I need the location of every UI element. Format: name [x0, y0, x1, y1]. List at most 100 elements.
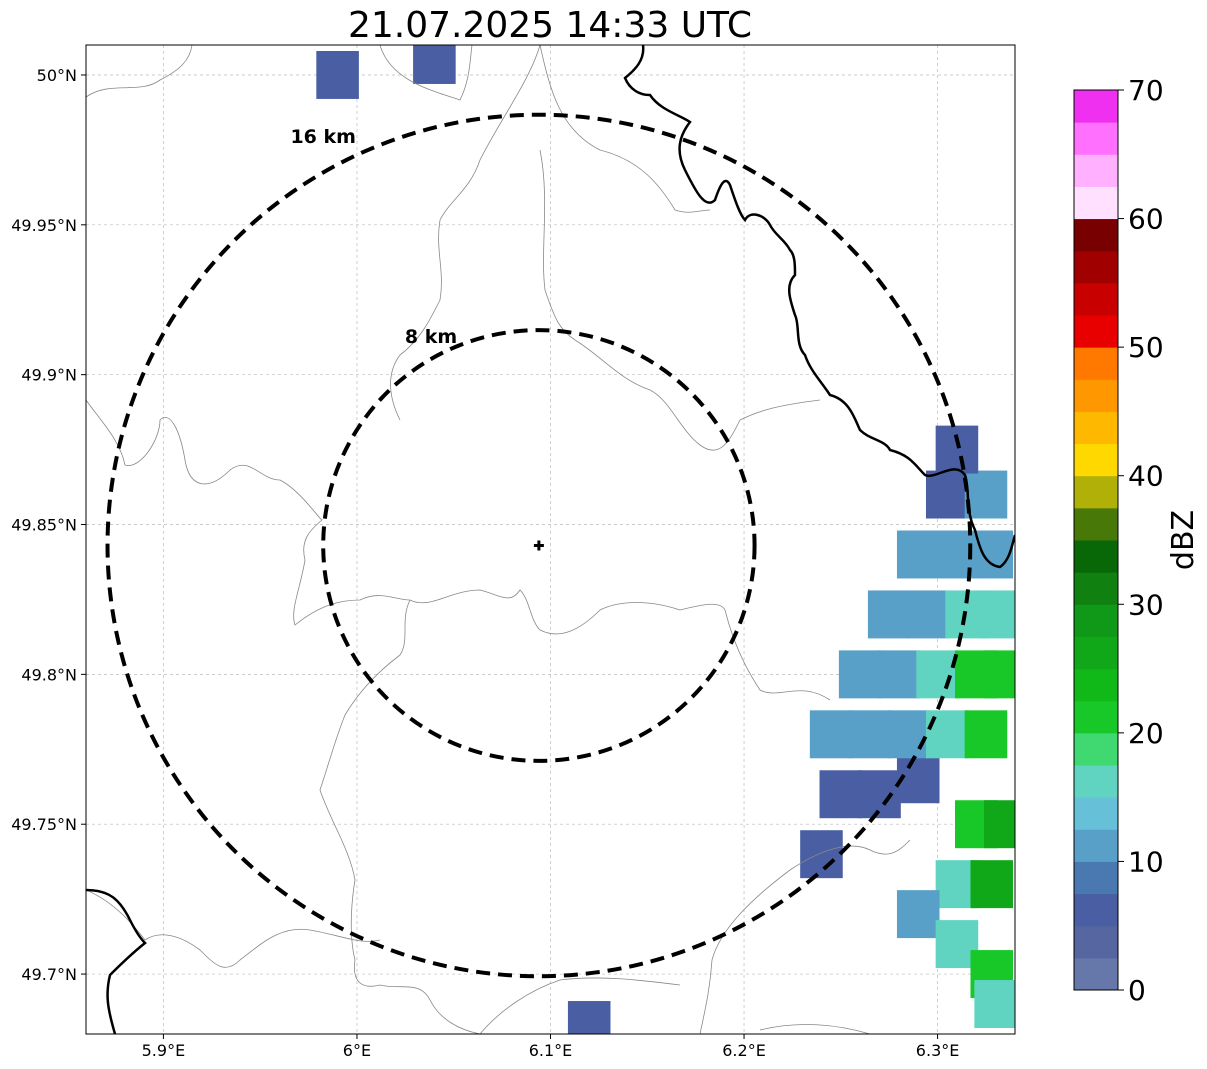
- border-line: [86, 45, 193, 98]
- radar-cell: [906, 590, 950, 639]
- y-tick-label: 49.95°N: [11, 216, 77, 235]
- colorbar: 0 10 20 30 40 50 60 70 dBZ: [1073, 74, 1201, 1007]
- colorbar-tick-label: 10: [1128, 845, 1164, 878]
- radar-cell: [867, 590, 911, 639]
- radar-cell: [316, 50, 359, 99]
- range-ring: [321, 328, 757, 763]
- radar-cell: [413, 45, 456, 84]
- range-ring-label: 8 km: [405, 326, 457, 348]
- y-tick-label: 50°N: [37, 66, 77, 85]
- y-axis-ticks: 50°N 49.95°N 49.9°N 49.85°N 49.8°N 49.75°N 49.…: [11, 66, 86, 984]
- colorbar-swatch: [1074, 315, 1118, 348]
- country-border: [86, 888, 147, 1034]
- colorbar-label: dBZ: [1166, 510, 1201, 570]
- border-line: [539, 45, 711, 213]
- colorbar-swatch: [1074, 957, 1118, 991]
- radar-cell: [838, 650, 882, 699]
- radar-cell: [896, 755, 940, 804]
- colorbar-swatch: [1074, 282, 1118, 316]
- radar-cell: [974, 980, 1015, 1029]
- radar-cell: [858, 770, 901, 819]
- y-tick-label: 49.75°N: [11, 815, 77, 834]
- border-line: [390, 45, 541, 421]
- range-rings: 8 km 16 km: [105, 112, 973, 979]
- x-axis-ticks: 5.9°E 6°E 6.1°E 6.2°E 6.3°E: [142, 1034, 960, 1060]
- colorbar-swatch: [1074, 347, 1118, 380]
- colorbar-swatch: [1074, 604, 1118, 637]
- y-tick-label: 49.8°N: [21, 665, 77, 684]
- colorbar-frame: [1073, 89, 1119, 991]
- colorbar-swatch: [1074, 700, 1118, 734]
- colorbar-swatch: [1074, 732, 1118, 766]
- colorbar-swatch: [1074, 507, 1118, 541]
- map-title: 21.07.2025 14:33 UTC: [348, 5, 752, 46]
- radar-cell: [567, 1001, 611, 1034]
- x-tick-label: 5.9°E: [142, 1041, 186, 1060]
- radar-cell: [970, 860, 1014, 909]
- colorbar-swatch: [1074, 765, 1118, 798]
- colorbar-swatch: [1074, 893, 1118, 927]
- colorbar-swatch: [1074, 122, 1118, 155]
- colorbar-tick-label: 30: [1128, 588, 1164, 621]
- grid-lines: [86, 45, 1015, 1034]
- radar-cell: [800, 830, 843, 879]
- radar-cell: [964, 470, 1008, 519]
- colorbar-swatch: [1074, 636, 1118, 670]
- radar-cell: [916, 650, 959, 699]
- country-border: [623, 45, 1015, 569]
- radar-cell: [809, 710, 853, 759]
- x-tick-label: 6.3°E: [916, 1041, 960, 1060]
- colorbar-swatches: [1074, 90, 1118, 991]
- x-tick-label: 6.2°E: [722, 1041, 766, 1060]
- colorbar-swatch: [1074, 475, 1118, 509]
- colorbar-swatch: [1074, 925, 1118, 959]
- radar-cell: [887, 710, 930, 759]
- colorbar-swatch: [1074, 90, 1118, 123]
- radar-cell: [896, 890, 940, 939]
- colorbar-swatch: [1074, 250, 1118, 284]
- radar-cell: [896, 530, 940, 579]
- country-borders: [86, 45, 1015, 1034]
- border-line: [86, 889, 381, 968]
- colorbar-tick-label: 20: [1128, 717, 1164, 750]
- radar-cell: [925, 470, 969, 519]
- border-line: [319, 599, 481, 1034]
- y-tick-label: 49.9°N: [21, 366, 77, 385]
- radar-cell: [984, 650, 1015, 699]
- colorbar-tick-label: 50: [1128, 331, 1164, 364]
- radar-cell: [980, 590, 1015, 639]
- range-ring-label: 16 km: [290, 126, 356, 148]
- colorbar-tick-label: 40: [1128, 460, 1164, 493]
- y-tick-label: 49.7°N: [21, 965, 77, 984]
- colorbar-tick-label: 70: [1128, 74, 1164, 107]
- radar-cell: [984, 800, 1015, 849]
- x-tick-label: 6.1°E: [529, 1041, 573, 1060]
- colorbar-swatch: [1074, 797, 1118, 830]
- colorbar-swatch: [1074, 218, 1118, 252]
- x-tick-label: 6°E: [343, 1041, 371, 1060]
- y-tick-label: 49.85°N: [11, 516, 77, 535]
- border-line: [699, 839, 911, 1034]
- colorbar-tick-label: 0: [1128, 974, 1146, 1007]
- colorbar-swatch: [1074, 572, 1118, 605]
- colorbar-swatch: [1074, 668, 1118, 702]
- radar-cell: [819, 770, 863, 819]
- range-ring: [105, 112, 973, 979]
- radar-cell: [935, 425, 979, 474]
- radar-cell: [848, 710, 892, 759]
- radar-site-marker: [533, 540, 544, 551]
- colorbar-swatch: [1074, 540, 1118, 573]
- border-line: [379, 45, 473, 101]
- colorbar-swatch: [1074, 154, 1118, 187]
- colorbar-swatch: [1074, 443, 1118, 477]
- radar-cell: [964, 710, 1008, 759]
- border-line: [479, 977, 681, 1034]
- border-lines: [86, 45, 911, 1034]
- colorbar-swatch: [1074, 186, 1118, 220]
- map-contents: 8 km 16 km: [86, 45, 1015, 1034]
- border-line: [539, 149, 821, 451]
- border-line: [759, 1024, 871, 1034]
- radar-reflectivity-layer: [316, 45, 1015, 1034]
- colorbar-ticks: 0 10 20 30 40 50 60 70: [1118, 74, 1164, 1007]
